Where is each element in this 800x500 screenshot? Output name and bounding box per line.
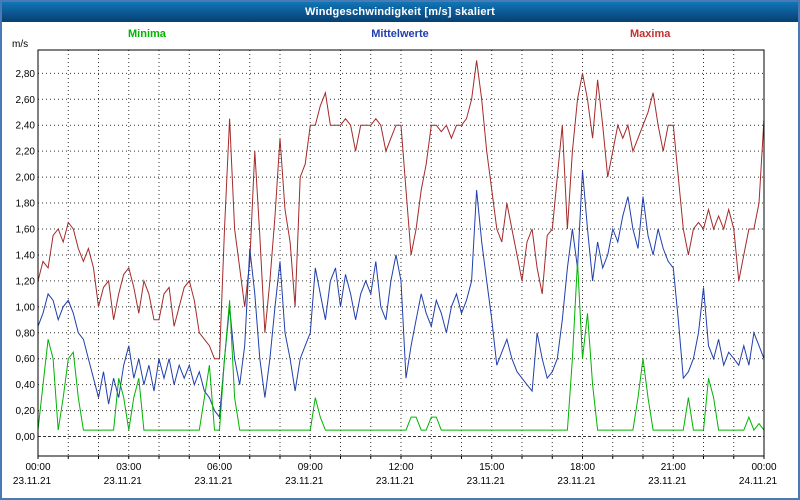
legend-minima: Minima <box>128 28 166 40</box>
svg-text:23.11.21: 23.11.21 <box>376 476 415 487</box>
y-axis-unit-label: m/s <box>12 39 29 50</box>
svg-text:12:00: 12:00 <box>388 462 413 473</box>
svg-text:0,60: 0,60 <box>16 354 36 365</box>
svg-text:00:00: 00:00 <box>751 462 776 473</box>
chart-plot: 0,00 0,20 0,40 0,60 0,80 1,00 1,20 1,40 1,60 1,80… <box>13 49 778 487</box>
svg-text:0,00: 0,00 <box>16 432 36 443</box>
svg-text:23.11.21: 23.11.21 <box>285 476 324 487</box>
svg-text:15:00: 15:00 <box>479 462 504 473</box>
svg-text:09:00: 09:00 <box>298 462 323 473</box>
svg-text:0,20: 0,20 <box>16 406 36 417</box>
svg-text:23.11.21: 23.11.21 <box>467 476 506 487</box>
svg-text:00:00: 00:00 <box>25 462 50 473</box>
svg-text:0,40: 0,40 <box>16 380 36 391</box>
svg-text:2,60: 2,60 <box>16 95 36 106</box>
svg-text:0,80: 0,80 <box>16 328 36 339</box>
svg-text:1,40: 1,40 <box>16 250 36 261</box>
svg-text:21:00: 21:00 <box>661 462 686 473</box>
svg-text:2,80: 2,80 <box>16 69 36 80</box>
svg-text:23.11.21: 23.11.21 <box>557 476 596 487</box>
svg-text:2,40: 2,40 <box>16 121 36 132</box>
svg-text:1,80: 1,80 <box>16 199 36 210</box>
svg-text:2,00: 2,00 <box>16 173 36 184</box>
svg-text:23.11.21: 23.11.21 <box>194 476 233 487</box>
svg-text:03:00: 03:00 <box>116 462 141 473</box>
svg-text:18:00: 18:00 <box>570 462 595 473</box>
title-bar: Windgeschwindigkeit [m/s] skaliert <box>2 2 798 22</box>
svg-text:1,20: 1,20 <box>16 276 36 287</box>
svg-text:24.11.21: 24.11.21 <box>739 476 778 487</box>
chart-area: Minima Mittelwerte Maxima m/s 0,00 0,20 0,… <box>2 22 798 498</box>
svg-text:06:00: 06:00 <box>207 462 232 473</box>
svg-text:1,00: 1,00 <box>16 302 36 313</box>
legend-maxima: Maxima <box>630 28 671 40</box>
legend-mittelwerte: Mittelwerte <box>371 28 429 40</box>
svg-text:23.11.21: 23.11.21 <box>13 476 52 487</box>
svg-text:23.11.21: 23.11.21 <box>104 476 143 487</box>
svg-text:23.11.21: 23.11.21 <box>648 476 687 487</box>
window-title: Windgeschwindigkeit [m/s] skaliert <box>304 6 496 18</box>
svg-text:1,60: 1,60 <box>16 225 36 236</box>
svg-text:2,20: 2,20 <box>16 147 36 158</box>
